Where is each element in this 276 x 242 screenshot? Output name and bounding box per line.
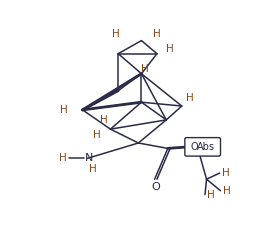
Text: H: H [186,93,193,103]
Text: O: O [190,142,198,152]
Text: H: H [89,164,97,174]
Text: N: N [84,153,93,163]
Text: H: H [93,130,100,140]
Text: H: H [153,29,161,39]
Text: H: H [59,153,66,163]
Text: H: H [207,189,215,200]
Text: H: H [166,44,174,54]
FancyBboxPatch shape [185,138,221,156]
Text: H: H [100,115,108,125]
Text: H: H [60,105,68,115]
Text: Abs: Abs [197,142,214,152]
Text: H: H [222,168,230,178]
Text: H: H [141,64,148,74]
Text: H: H [223,186,230,196]
Text: H: H [112,29,120,39]
Text: O: O [151,182,160,192]
